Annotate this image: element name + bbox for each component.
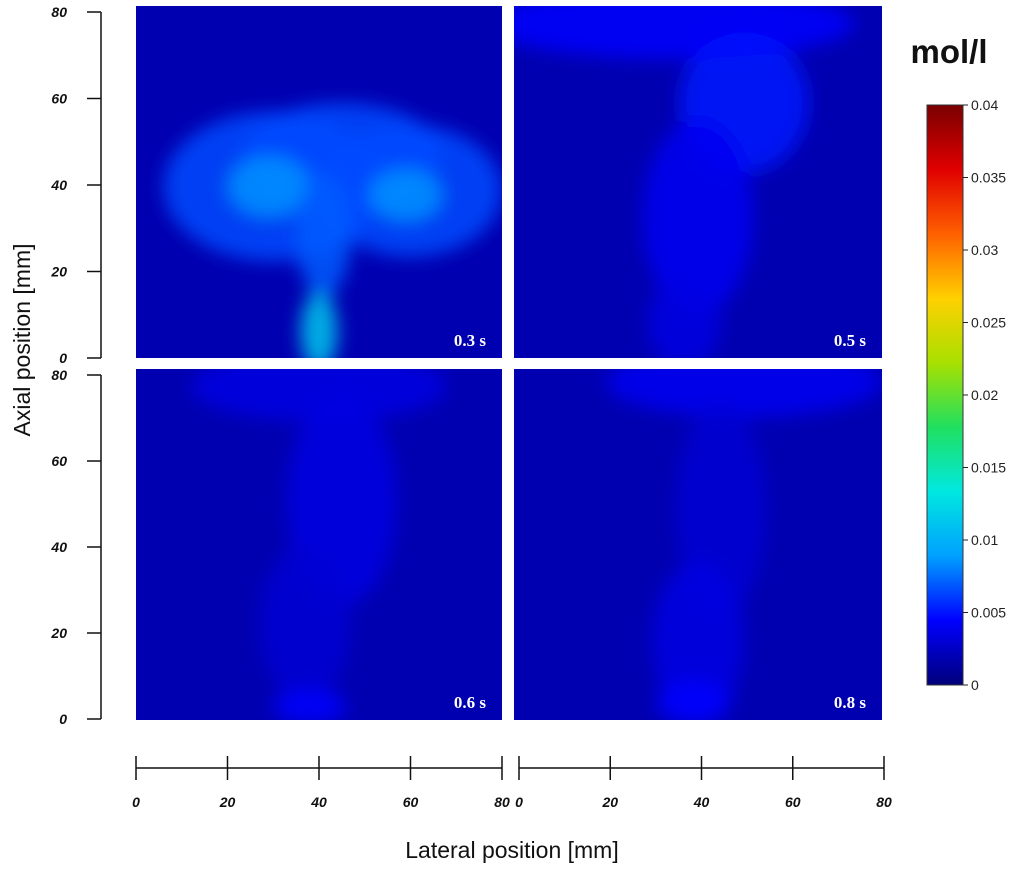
heatmap-blob-1-3	[647, 278, 721, 358]
heatmap-panel-3-blobs	[606, 369, 882, 720]
y-tick-label: 40	[50, 539, 67, 555]
x-tick-label: 0	[132, 794, 140, 810]
colorbar-tick-label: 0.01	[971, 532, 998, 548]
y-axis-top: 0 20 40 60 80	[50, 4, 102, 366]
panel-time-label-1: 0.5 s	[834, 331, 867, 350]
x-axis-left: 0 20 40 60 80	[132, 756, 510, 810]
y-tick-label: 60	[51, 453, 67, 469]
x-tick-label: 20	[219, 794, 236, 810]
heatmap-blob-3-2	[652, 562, 744, 720]
x-axis-title: Lateral position [mm]	[405, 837, 618, 863]
x-tick-label: 60	[785, 794, 801, 810]
colorbar-tick-label: 0.035	[971, 170, 1006, 186]
y-axis-title: Axial position [mm]	[9, 243, 35, 436]
y-tick-label: 80	[51, 367, 67, 383]
heatmap-blob-2-0	[190, 369, 448, 422]
panel-top-left: 0.3 s	[136, 6, 502, 358]
panel-time-label-2: 0.6 s	[454, 693, 487, 712]
colorbar-tick-label: 0	[971, 677, 979, 693]
heatmap-panel-1-field	[514, 6, 855, 358]
panel-time-label-3: 0.8 s	[834, 693, 867, 712]
y-tick-label: 20	[50, 625, 67, 641]
x-tick-label: 60	[403, 794, 419, 810]
x-tick-label: 40	[310, 794, 327, 810]
colorbar-tick-label: 0.04	[971, 97, 998, 113]
heatmap-blob-1-2	[642, 120, 754, 314]
panel-bottom-right: 0.8 s	[514, 369, 882, 720]
heatmap-blob-2-3	[273, 689, 347, 720]
heatmap-blob-0-4	[369, 168, 443, 222]
y-axis-bottom: 0 20 40 60 80	[50, 367, 102, 727]
x-tick-label: 80	[494, 794, 510, 810]
x-tick-label: 20	[601, 794, 618, 810]
heatmap-blob-0-5	[296, 173, 352, 297]
heatmap-panel-3-field	[606, 369, 882, 720]
x-tick-label: 40	[693, 794, 710, 810]
colorbar-unit-label: mol/l	[910, 33, 987, 70]
y-tick-label: 60	[51, 91, 67, 107]
heatmap-panel-1-blobs	[514, 6, 855, 358]
x-axis-right: 0 20 40 60 80	[515, 756, 892, 810]
colorbar-tick-label: 0.02	[971, 387, 998, 403]
panel-time-label-0: 0.3 s	[454, 331, 487, 350]
colorbar-tick-label: 0.005	[971, 605, 1006, 621]
colorbar-tick-label: 0.025	[971, 315, 1006, 331]
colorbar-tick-label: 0.03	[971, 242, 998, 258]
y-tick-label: 0	[59, 350, 67, 366]
heatmap-panel-2-blobs	[190, 369, 448, 720]
heatmap-blob-2-2	[259, 544, 352, 703]
x-tick-label: 80	[876, 794, 892, 810]
heatmap-blob-0-6	[300, 292, 338, 358]
y-tick-label: 40	[50, 177, 67, 193]
heatmap-panel-0-field	[163, 102, 502, 358]
x-tick-label: 0	[515, 794, 523, 810]
colorbar-tick-label: 0.015	[971, 460, 1006, 476]
colorbar-ticks: 0 0.005 0.01 0.015 0.02 0.025 0.03 0.035 0.04	[963, 97, 1006, 693]
y-tick-label: 0	[59, 711, 67, 727]
heatmap-blob-3-0	[606, 369, 882, 418]
heatmap-blob-3-3	[656, 680, 731, 720]
heatmap-blob-3-1	[675, 404, 767, 615]
panel-bottom-left: 0.6 s	[136, 369, 502, 720]
y-tick-label: 80	[51, 4, 67, 20]
heatmap-blob-0-3	[227, 155, 310, 218]
y-tick-label: 20	[50, 264, 67, 280]
colorbar	[926, 104, 964, 686]
heatmap-panel-0-blobs	[163, 102, 502, 358]
panel-top-right: 0.5 s	[514, 6, 882, 358]
heatmap-panel-2-field	[190, 369, 448, 720]
